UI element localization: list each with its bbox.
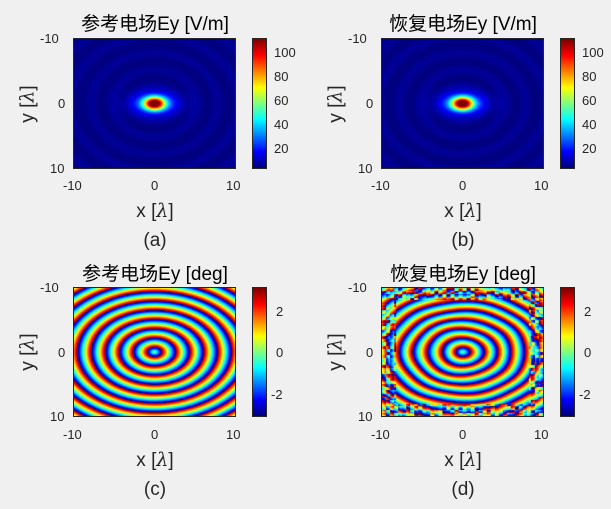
x-tick-label: 0 [151,178,159,193]
y-tick-label: -10 [40,31,59,46]
panel-caption: (d) [451,479,475,500]
lambda-symbol: λ [464,449,477,471]
y-tick-label: 10 [358,161,373,176]
y-tick-label: -10 [348,31,367,46]
colorbar-tick-label: 0 [276,345,284,360]
y-axis-label: y [λ] [324,85,347,123]
colorbar-tick-label: 60 [274,93,289,108]
x-axis-label: x [λ] [444,200,482,222]
colorbar-canvas [561,39,574,168]
colorbar-canvas [561,288,574,416]
x-tick-label: -10 [371,427,390,442]
y-tick-label: 0 [366,96,374,111]
panel-caption: (c) [143,479,167,500]
x-tick-label: 10 [534,178,549,193]
colorbar [252,38,267,169]
chart-title: 恢复电场Ey [deg] [390,264,536,285]
y-tick-label: 10 [50,409,65,424]
lambda-symbol: λ [156,449,169,471]
colorbar-tick-label: 20 [582,141,597,156]
colorbar-tick-label: 40 [582,117,597,132]
x-axis-label: x [λ] [444,449,482,471]
x-tick-label: -10 [63,427,82,442]
lambda-symbol: λ [464,200,477,222]
lambda-symbol: λ [156,200,169,222]
lambda-symbol: λ [16,90,39,103]
colorbar-tick-label: 0 [584,345,592,360]
y-tick-label: 0 [58,345,66,360]
colorbar-tick-label: 80 [274,69,289,84]
y-tick-label: 10 [358,409,373,424]
heatmap-canvas [382,39,543,168]
colorbar-tick-label: 20 [274,141,289,156]
y-axis-label: y [λ] [16,85,39,123]
chart-title: 恢复电场Ey [V/m] [389,14,537,35]
x-tick-label: 0 [151,427,159,442]
y-tick-label: 10 [50,161,65,176]
heatmap-canvas [74,39,235,168]
y-tick-label: -10 [348,280,367,295]
colorbar-tick-label: 2 [276,304,284,319]
x-tick-label: -10 [63,178,82,193]
lambda-symbol: λ [16,338,39,351]
colorbar [560,38,575,169]
colorbar-canvas [253,288,266,416]
x-tick-label: 10 [226,427,241,442]
chart-title: 参考电场Ey [V/m] [81,14,229,35]
colorbar-tick-label: 80 [582,69,597,84]
colorbar-tick-label: 60 [582,93,597,108]
colorbar-tick-label: -2 [579,387,591,402]
panel-caption: (b) [451,230,475,251]
heatmap-canvas [74,288,235,416]
y-axis-label: y [λ] [324,333,347,371]
x-axis-label: x [λ] [136,449,174,471]
y-axis-label: y [λ] [16,333,39,371]
x-axis-label: x [λ] [136,200,174,222]
heatmap-plot [381,38,544,169]
colorbar-tick-label: 40 [274,117,289,132]
x-tick-label: -10 [371,178,390,193]
lambda-symbol: λ [324,338,347,351]
colorbar [252,287,267,417]
panel-caption: (a) [143,230,167,251]
colorbar-tick-label: 100 [582,45,604,60]
colorbar [560,287,575,417]
heatmap-canvas [382,288,543,416]
x-tick-label: 0 [459,178,467,193]
colorbar-tick-label: 100 [274,45,296,60]
x-tick-label: 10 [226,178,241,193]
lambda-symbol: λ [324,90,347,103]
x-tick-label: 0 [459,427,467,442]
x-tick-label: 10 [534,427,549,442]
colorbar-tick-label: 2 [584,304,592,319]
colorbar-tick-label: -2 [271,387,283,402]
y-tick-label: 0 [366,345,374,360]
chart-title: 参考电场Ey [deg] [82,264,228,285]
colorbar-canvas [253,39,266,168]
y-tick-label: -10 [40,280,59,295]
y-tick-label: 0 [58,96,66,111]
heatmap-plot [381,287,544,417]
heatmap-plot [73,38,236,169]
heatmap-plot [73,287,236,417]
